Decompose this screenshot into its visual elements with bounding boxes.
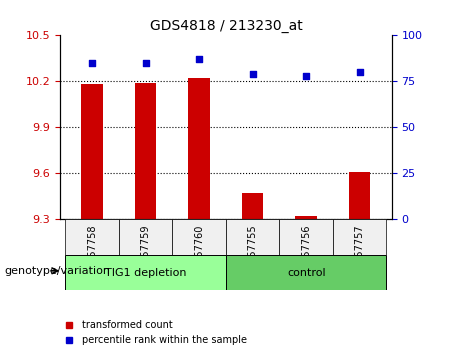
Point xyxy=(195,57,203,62)
Bar xyxy=(349,172,371,219)
FancyBboxPatch shape xyxy=(226,219,279,255)
Text: genotype/variation: genotype/variation xyxy=(5,266,111,276)
FancyBboxPatch shape xyxy=(226,255,386,290)
Legend: transformed count, percentile rank within the sample: transformed count, percentile rank withi… xyxy=(60,316,250,349)
Bar xyxy=(81,85,103,219)
Text: GSM757755: GSM757755 xyxy=(248,225,258,284)
Point xyxy=(249,71,256,77)
FancyBboxPatch shape xyxy=(65,255,226,290)
Point xyxy=(142,60,149,66)
Point xyxy=(89,60,96,66)
Text: GSM757760: GSM757760 xyxy=(194,225,204,284)
Point xyxy=(302,73,310,79)
Bar xyxy=(242,193,263,219)
Text: GSM757756: GSM757756 xyxy=(301,225,311,284)
Text: GSM757759: GSM757759 xyxy=(141,225,151,284)
Text: TIG1 depletion: TIG1 depletion xyxy=(105,268,186,278)
FancyBboxPatch shape xyxy=(279,219,333,255)
FancyBboxPatch shape xyxy=(65,219,119,255)
Bar xyxy=(135,83,156,219)
Bar xyxy=(189,78,210,219)
FancyBboxPatch shape xyxy=(172,219,226,255)
Point xyxy=(356,69,363,75)
Text: GSM757758: GSM757758 xyxy=(87,225,97,284)
Title: GDS4818 / 213230_at: GDS4818 / 213230_at xyxy=(149,19,302,33)
Text: control: control xyxy=(287,268,325,278)
FancyBboxPatch shape xyxy=(333,219,386,255)
Text: GSM757757: GSM757757 xyxy=(355,225,365,284)
Bar xyxy=(296,216,317,219)
FancyBboxPatch shape xyxy=(119,219,172,255)
